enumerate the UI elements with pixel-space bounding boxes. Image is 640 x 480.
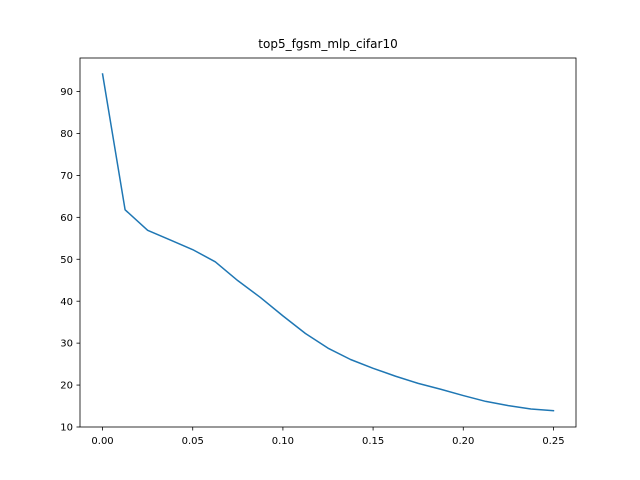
y-tick-label: 30	[60, 339, 73, 350]
series-layer	[101, 73, 555, 412]
x-tick-label: 0.00	[91, 436, 113, 447]
y-tick-label: 80	[60, 129, 73, 140]
axes-frame	[79, 57, 577, 428]
x-tick-label: 0.15	[362, 436, 384, 447]
y-tick-label: 90	[60, 87, 73, 98]
chart-title: top5_fgsm_mlp_cifar10	[258, 37, 397, 51]
axes-layer: 0.00 0.05 0.10 0.15 0.20 0.25 10 20 30 40 50 60 70 80…	[60, 57, 577, 447]
x-tick-label: 0.05	[182, 436, 204, 447]
y-tick-label: 50	[60, 255, 73, 266]
y-tick-label: 20	[60, 381, 73, 392]
x-tick-label: 0.25	[542, 436, 564, 447]
y-tick-label: 40	[60, 297, 73, 308]
y-tick-label: 70	[60, 171, 73, 182]
x-tick-label: 0.10	[272, 436, 294, 447]
y-tick-label: 60	[60, 213, 73, 224]
x-tick-label: 0.20	[452, 436, 474, 447]
series-line-0	[101, 73, 555, 412]
y-tick-label: 10	[60, 423, 73, 434]
